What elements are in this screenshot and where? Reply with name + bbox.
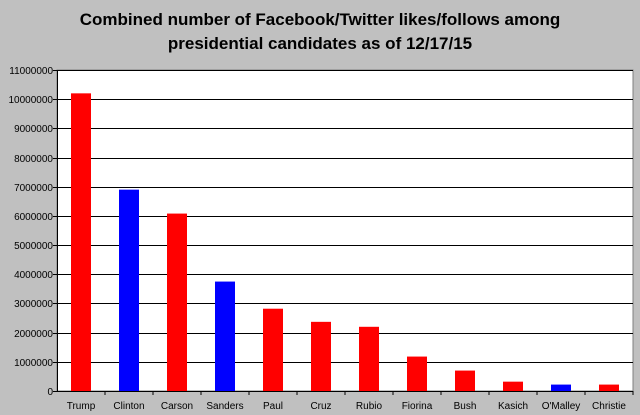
x-tick-label: Sanders [206, 401, 243, 412]
bar [359, 326, 379, 391]
x-tick-label: Clinton [113, 401, 144, 412]
y-tick-label: 9000000 [14, 124, 53, 135]
bar [263, 308, 283, 391]
x-tick-label: Trump [67, 401, 96, 412]
y-tick-label: 8000000 [14, 154, 53, 165]
plot-area [56, 69, 634, 392]
bar [167, 213, 187, 391]
x-tick-label: Paul [263, 401, 283, 412]
bar [599, 384, 619, 391]
bar [119, 189, 139, 391]
y-tick-label: 10000000 [9, 95, 54, 106]
bar [551, 384, 571, 391]
x-tick-label: Rubio [356, 401, 383, 412]
x-tick-label: O'Malley [542, 401, 581, 412]
bar [71, 93, 91, 391]
y-tick-label: 4000000 [14, 270, 53, 281]
chart-title-line-1: Combined number of Facebook/Twitter like… [79, 10, 561, 29]
x-tick-label: Cruz [310, 401, 331, 412]
y-tick-label: 1000000 [14, 358, 53, 369]
y-tick-label: 5000000 [14, 241, 53, 252]
y-tick-label: 7000000 [14, 183, 53, 194]
bar [311, 321, 331, 391]
chart-title: Combined number of Facebook/Twitter like… [0, 8, 640, 56]
y-tick-label: 0 [47, 387, 53, 398]
bar [503, 381, 523, 391]
y-tick-label: 3000000 [14, 299, 53, 310]
y-tick-label: 6000000 [14, 212, 53, 223]
y-tick-label: 11000000 [9, 66, 53, 77]
bar [455, 370, 475, 391]
y-tick-label: 2000000 [14, 329, 53, 340]
bar [215, 281, 235, 391]
chart-title-line-2: presidential candidates as of 12/17/15 [167, 34, 473, 53]
x-tick-label: Christie [592, 401, 626, 412]
x-tick-label: Carson [161, 401, 193, 412]
x-tick-label: Bush [454, 401, 477, 412]
x-tick-label: Fiorina [402, 401, 433, 412]
x-tick-label: Kasich [498, 401, 528, 412]
bar [407, 356, 427, 391]
